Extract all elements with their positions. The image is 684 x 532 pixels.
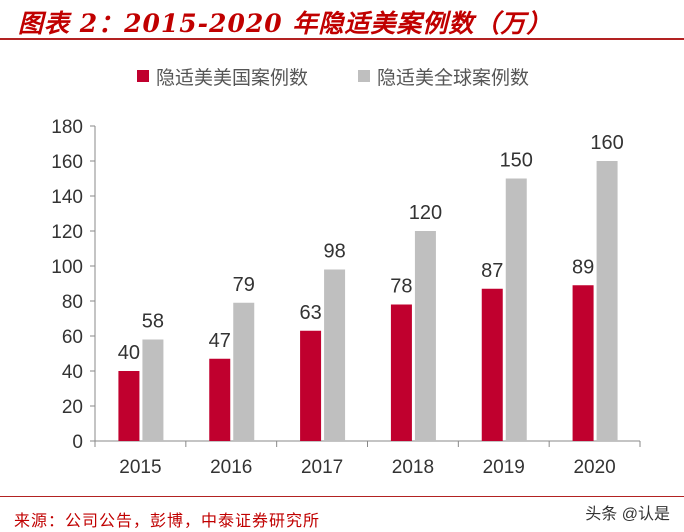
data-label: 89 [572,256,594,278]
bar-global [233,302,255,441]
legend-swatch [358,70,370,82]
bar-us [209,358,231,441]
x-tick-label: 2016 [210,457,252,478]
bar-us [481,288,503,441]
data-label: 78 [390,276,412,298]
y-tick-label: 20 [62,397,83,418]
data-label: 98 [323,241,345,263]
bar-chart: 0204060801001201401601802015405820164779… [51,67,641,478]
bar-global [414,231,436,441]
bar-global [142,339,164,441]
y-tick-label: 80 [62,292,83,313]
data-label: 47 [209,330,231,352]
bar-us [300,330,322,441]
x-tick-label: 2019 [483,457,525,478]
bar-global [324,269,346,441]
bar-global [596,161,618,441]
chart-title: 图表 2：2015-2020 年隐适美案例数（万） [18,9,553,38]
data-label: 87 [481,260,503,282]
legend-label: 隐适美美国案例数 [156,67,308,89]
data-label: 79 [233,274,255,296]
bar-us [118,371,140,441]
bar-global [505,178,527,441]
y-tick-label: 0 [72,432,83,453]
data-label: 40 [118,342,140,364]
data-label: 63 [299,302,321,324]
y-tick-label: 120 [51,222,83,243]
footer-divider [0,496,684,497]
y-tick-label: 180 [51,117,83,138]
y-tick-label: 140 [51,187,83,208]
x-tick-label: 2020 [573,457,615,478]
data-label: 58 [142,311,164,333]
data-label: 120 [409,202,442,224]
title-divider [0,38,684,40]
x-tick-label: 2015 [119,457,161,478]
y-tick-label: 60 [62,327,83,348]
legend-swatch [137,70,149,82]
data-label: 150 [500,150,533,172]
x-tick-label: 2017 [301,457,343,478]
bar-us [390,304,412,441]
bar-us [572,285,594,441]
source-note: 来源：公司公告，彭博，中泰证券研究所 [14,511,321,530]
x-tick-label: 2018 [392,457,434,478]
y-tick-label: 100 [51,257,83,278]
y-tick-label: 160 [51,152,83,173]
legend-label: 隐适美全球案例数 [377,67,529,89]
watermark: 头条 @认是 [585,506,670,523]
data-label: 160 [590,132,623,154]
y-tick-label: 40 [62,362,83,383]
